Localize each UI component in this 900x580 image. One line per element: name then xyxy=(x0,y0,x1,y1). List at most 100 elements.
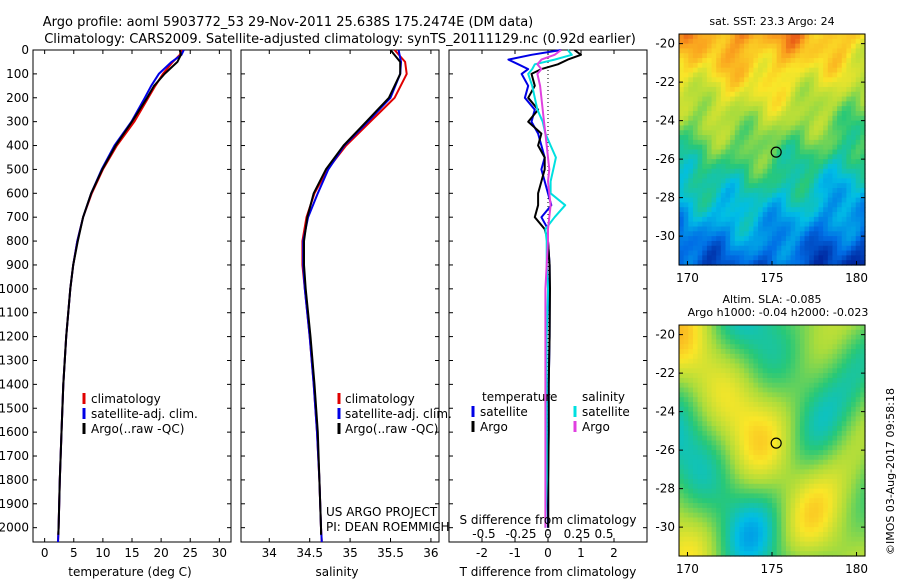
map-cell xyxy=(790,493,796,499)
map-cell xyxy=(753,53,759,59)
map-cell xyxy=(679,358,685,365)
map-cell xyxy=(744,531,750,538)
map-cell xyxy=(711,231,717,237)
map-cell xyxy=(795,493,801,499)
map-cell xyxy=(818,53,824,59)
map-cell xyxy=(846,125,852,131)
map-cell xyxy=(776,163,782,170)
map-cell xyxy=(804,527,810,533)
map-cell xyxy=(725,115,731,122)
map-cell xyxy=(809,216,815,223)
map-cell xyxy=(772,72,778,78)
map-cell xyxy=(795,226,801,232)
map-cell xyxy=(855,527,861,533)
map-cell xyxy=(683,77,689,83)
map-cell xyxy=(818,450,824,456)
map-cell xyxy=(841,82,847,88)
map-cell xyxy=(846,192,852,199)
map-cell xyxy=(683,106,689,112)
map-cell xyxy=(734,188,741,194)
map-cell xyxy=(776,260,782,266)
map-cell xyxy=(730,382,736,389)
map-cell xyxy=(739,387,745,393)
map-cell xyxy=(748,202,754,208)
map-cell xyxy=(855,91,861,98)
map-cell xyxy=(725,531,731,538)
map-cell xyxy=(744,488,750,495)
map-cell xyxy=(683,82,689,88)
map-cell xyxy=(804,53,810,59)
map-cell xyxy=(823,255,829,261)
map-cell xyxy=(767,38,773,45)
map-cell xyxy=(846,459,852,466)
map-cell xyxy=(753,183,759,189)
map-cell xyxy=(776,115,782,122)
map-cell xyxy=(823,416,829,422)
map-cell xyxy=(706,503,713,509)
map-cell xyxy=(772,358,778,365)
map-cell xyxy=(739,178,745,184)
map-cell xyxy=(702,479,708,485)
map-cell xyxy=(762,358,768,365)
map-cell xyxy=(706,546,713,552)
map-cell xyxy=(827,135,834,141)
map-cell xyxy=(762,226,768,232)
map-cell xyxy=(823,522,829,528)
map-cell xyxy=(855,344,861,350)
map-cell xyxy=(790,58,796,64)
map-cell xyxy=(795,382,801,389)
map-cell xyxy=(739,226,745,232)
map-cell xyxy=(762,221,768,228)
map-cell xyxy=(725,344,731,350)
map-cell xyxy=(679,82,685,88)
map-cell xyxy=(702,421,708,427)
map-cell xyxy=(679,125,685,131)
map-cell xyxy=(683,387,689,393)
map-cell xyxy=(711,135,717,141)
map-cell xyxy=(804,430,810,437)
map-cell xyxy=(730,173,736,179)
map-cell xyxy=(697,334,703,341)
map-cell xyxy=(846,498,852,504)
map-cell xyxy=(767,53,773,59)
map-cell xyxy=(855,144,861,151)
map-cell xyxy=(851,402,857,408)
map-cell xyxy=(827,454,834,461)
map-cell xyxy=(832,416,838,422)
map-cell xyxy=(809,483,815,490)
map-cell xyxy=(827,517,834,523)
map-cell xyxy=(739,445,745,451)
map-cell xyxy=(804,250,810,256)
map-cell xyxy=(692,421,699,427)
map-cell xyxy=(739,240,745,247)
map-cell xyxy=(758,464,764,470)
map-cell xyxy=(720,387,727,393)
map-cell xyxy=(683,130,689,136)
series-line-temperature-argo xyxy=(527,49,582,528)
map-cell xyxy=(744,325,750,331)
map-cell xyxy=(827,207,834,213)
map-cell xyxy=(711,240,717,247)
map-cell xyxy=(683,358,689,365)
map-cell xyxy=(851,426,857,432)
map-cell xyxy=(762,368,768,374)
map-cell xyxy=(813,349,820,355)
map-cell xyxy=(720,77,727,83)
map-cell xyxy=(855,363,861,369)
map-cell xyxy=(860,260,866,266)
map-cell xyxy=(804,62,810,69)
map-cell xyxy=(739,197,745,204)
map-cell xyxy=(725,120,731,127)
map-cell xyxy=(781,488,787,495)
map-cell xyxy=(711,115,717,122)
map-cell xyxy=(739,101,745,107)
map-cell xyxy=(823,382,829,389)
map-cell xyxy=(702,135,708,141)
map-cell xyxy=(683,202,689,208)
map-cell xyxy=(688,546,694,552)
map-cell xyxy=(818,474,824,480)
map-cell xyxy=(679,329,685,336)
map-cell xyxy=(772,349,778,355)
map-cell xyxy=(790,260,796,266)
map-cell xyxy=(753,154,759,160)
